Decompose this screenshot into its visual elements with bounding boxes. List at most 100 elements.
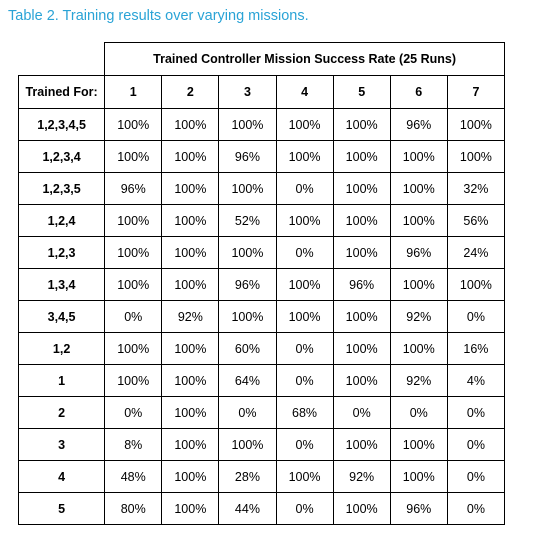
table-cell: 100%: [104, 140, 163, 173]
table-cell: 100%: [161, 396, 220, 429]
group-header: Trained Controller Mission Success Rate …: [104, 42, 505, 76]
table-cell: 0%: [275, 172, 334, 205]
table-cell: 0%: [104, 300, 163, 333]
table-cell: 100%: [104, 268, 163, 301]
table-cell: 96%: [218, 268, 277, 301]
table-cell: 96%: [389, 108, 448, 141]
table-cell: 0%: [446, 460, 506, 493]
table-cell: 44%: [218, 492, 277, 525]
table-cell: 100%: [275, 460, 334, 493]
table-cell: 100%: [332, 140, 391, 173]
table-cell: 100%: [446, 140, 506, 173]
table-row: 1,2 100% 100% 60% 0% 100% 100% 16%: [17, 332, 506, 365]
column-header: 6: [389, 75, 448, 109]
table-cell: 80%: [104, 492, 163, 525]
table-cell: 68%: [275, 396, 334, 429]
table-cell: 100%: [161, 172, 220, 205]
row-label: 1: [17, 364, 106, 397]
table-cell: 0%: [446, 492, 506, 525]
table-cell: 100%: [332, 172, 391, 205]
table-cell: 0%: [332, 396, 391, 429]
table-cell: 100%: [389, 332, 448, 365]
column-header: 3: [218, 75, 277, 109]
table-cell: 100%: [275, 300, 334, 333]
table-cell: 100%: [161, 332, 220, 365]
table-cell: 96%: [389, 492, 448, 525]
table-cell: 56%: [446, 204, 506, 237]
table-cell: 16%: [446, 332, 506, 365]
table-row: 1,2,3 100% 100% 100% 0% 100% 96% 24%: [17, 236, 506, 269]
table-cell: 92%: [332, 460, 391, 493]
table-cell: 100%: [446, 268, 506, 301]
table-cell: 8%: [104, 428, 163, 461]
column-header-row: Trained For: 1 2 3 4 5 6 7: [17, 75, 506, 109]
table-cell: 100%: [161, 460, 220, 493]
table-row: 1,2,3,4,5 100% 100% 100% 100% 100% 96% 100%: [17, 108, 506, 141]
table-cell: 0%: [389, 396, 448, 429]
table-cell: 100%: [218, 428, 277, 461]
table-cell: 0%: [275, 492, 334, 525]
table-cell: 100%: [161, 428, 220, 461]
table-row: 5 80% 100% 44% 0% 100% 96% 0%: [17, 492, 506, 525]
row-label: 3: [17, 428, 106, 461]
table-cell: 0%: [275, 428, 334, 461]
table-cell: 0%: [275, 236, 334, 269]
table-cell: 0%: [104, 396, 163, 429]
table-cell: 100%: [332, 236, 391, 269]
table-cell: 92%: [161, 300, 220, 333]
table-cell: 96%: [389, 236, 448, 269]
table-cell: 100%: [332, 204, 391, 237]
table-cell: 0%: [275, 332, 334, 365]
table-row: 1,3,4 100% 100% 96% 100% 96% 100% 100%: [17, 268, 506, 301]
row-label: 1,2: [17, 332, 106, 365]
table-cell: 100%: [104, 108, 163, 141]
table-cell: 100%: [332, 428, 391, 461]
table-cell: 96%: [332, 268, 391, 301]
table-cell: 0%: [218, 396, 277, 429]
table-cell: 100%: [332, 108, 391, 141]
row-label: 4: [17, 460, 106, 493]
row-label: 1,2,4: [17, 204, 106, 237]
table-cell: 28%: [218, 460, 277, 493]
row-header: Trained For:: [17, 75, 106, 109]
table-cell: 92%: [389, 300, 448, 333]
row-label: 1,2,3: [17, 236, 106, 269]
table-cell: 100%: [161, 236, 220, 269]
table-row: 4 48% 100% 28% 100% 92% 100% 0%: [17, 460, 506, 493]
row-label: 1,3,4: [17, 268, 106, 301]
table-cell: 100%: [332, 364, 391, 397]
table-body: 1,2,3,4,5 100% 100% 100% 100% 100% 96% 100% 1,2,…: [17, 108, 506, 525]
column-header: 2: [161, 75, 220, 109]
table-cell: 4%: [446, 364, 506, 397]
table-row: 1,2,3,4 100% 100% 96% 100% 100% 100% 100%: [17, 140, 506, 173]
table-cell: 100%: [332, 300, 391, 333]
table-cell: 100%: [389, 268, 448, 301]
table-cell: 100%: [104, 236, 163, 269]
table-cell: 100%: [218, 300, 277, 333]
table-cell: 100%: [161, 204, 220, 237]
table-cell: 100%: [389, 428, 448, 461]
table-cell: 100%: [104, 364, 163, 397]
table-cell: 100%: [389, 204, 448, 237]
table-cell: 52%: [218, 204, 277, 237]
table-cell: 24%: [446, 236, 506, 269]
table-cell: 100%: [104, 332, 163, 365]
row-label: 1,2,3,4: [17, 140, 106, 173]
row-label: 5: [17, 492, 106, 525]
table-cell: 100%: [446, 108, 506, 141]
table-cell: 32%: [446, 172, 506, 205]
table-cell: 100%: [104, 204, 163, 237]
group-header-row: Trained Controller Mission Success Rate …: [18, 42, 505, 76]
table-cell: 100%: [389, 460, 448, 493]
table-cell: 100%: [161, 492, 220, 525]
table-cell: 100%: [332, 332, 391, 365]
table-cell: 100%: [218, 108, 277, 141]
column-header: 4: [275, 75, 334, 109]
table-cell: 96%: [104, 172, 163, 205]
table-cell: 100%: [275, 268, 334, 301]
table-row: 1,2,3,5 96% 100% 100% 0% 100% 100% 32%: [17, 172, 506, 205]
table-cell: 100%: [161, 268, 220, 301]
table-cell: 92%: [389, 364, 448, 397]
table-cell: 0%: [446, 300, 506, 333]
table-row: 3,4,5 0% 92% 100% 100% 100% 92% 0%: [17, 300, 506, 333]
